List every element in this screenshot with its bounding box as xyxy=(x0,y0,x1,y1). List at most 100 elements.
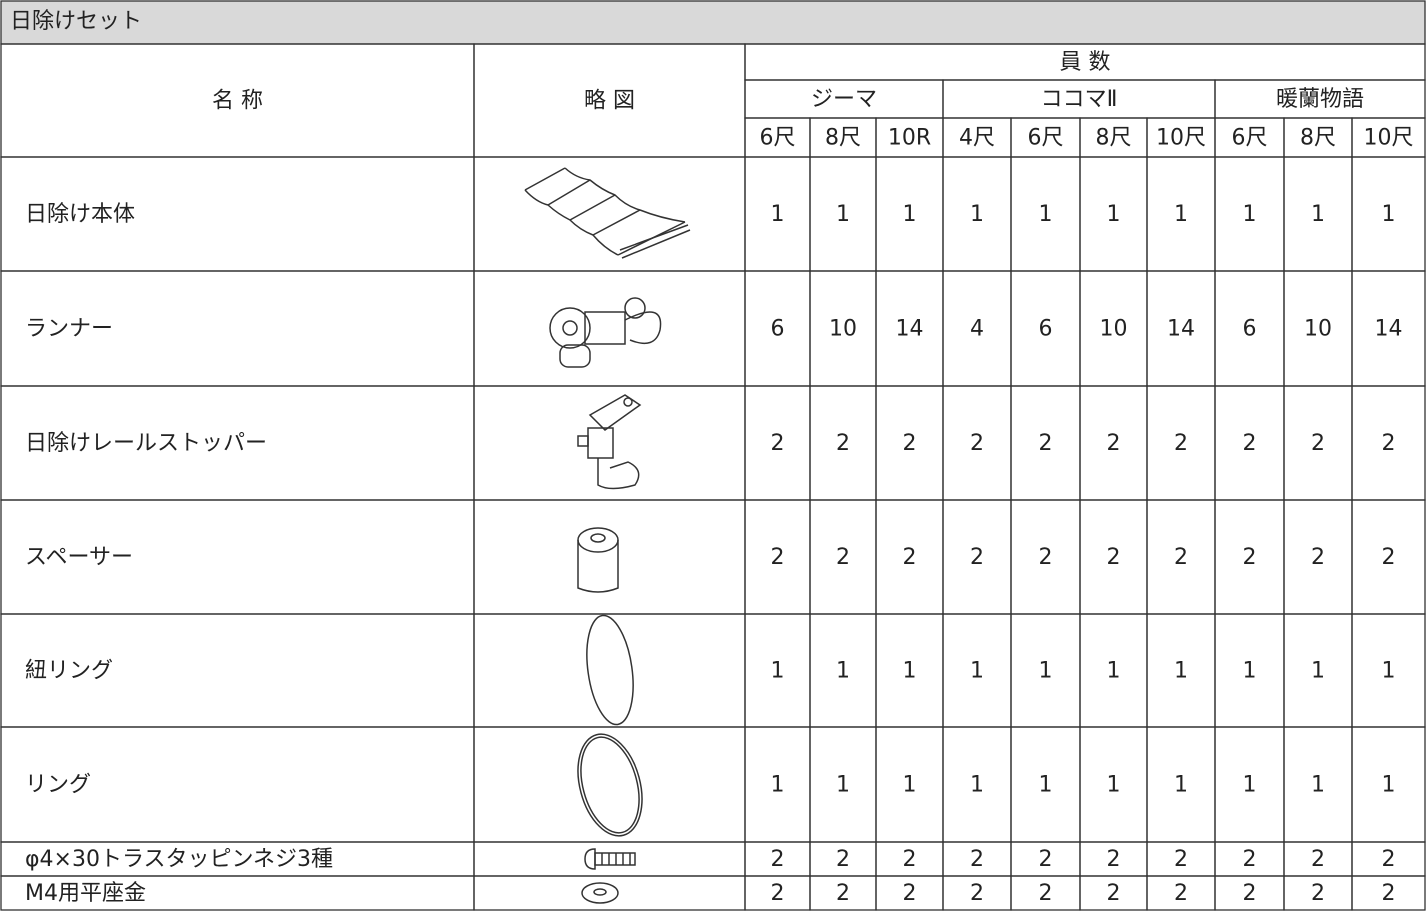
quantity: 1 xyxy=(836,202,850,227)
quantity: 2 xyxy=(1107,545,1121,570)
quantity: 2 xyxy=(1311,847,1325,872)
size-header: 6尺 xyxy=(1028,126,1064,151)
quantity: 1 xyxy=(1174,773,1188,798)
quantity: 6 xyxy=(771,317,785,342)
cell xyxy=(473,270,746,387)
part-name: リング xyxy=(25,773,91,798)
table-title: 日除けセット xyxy=(10,9,142,34)
column-header: 員 数 xyxy=(1060,50,1111,75)
quantity: 2 xyxy=(1382,881,1396,906)
quantity: 1 xyxy=(1039,659,1053,684)
quantity: 10 xyxy=(1100,317,1128,342)
quantity: 2 xyxy=(970,431,984,456)
size-header: 8尺 xyxy=(1300,126,1336,151)
quantity: 1 xyxy=(1107,202,1121,227)
quantity: 2 xyxy=(1174,881,1188,906)
quantity: 6 xyxy=(1243,317,1257,342)
quantity: 1 xyxy=(903,202,917,227)
quantity: 2 xyxy=(1039,545,1053,570)
quantity: 1 xyxy=(836,659,850,684)
quantity: 2 xyxy=(836,431,850,456)
group-header: ジーマ xyxy=(811,87,877,112)
quantity: 1 xyxy=(1243,659,1257,684)
quantity: 1 xyxy=(1243,773,1257,798)
quantity: 2 xyxy=(1174,431,1188,456)
cell xyxy=(473,499,746,615)
quantity: 1 xyxy=(1107,773,1121,798)
quantity: 2 xyxy=(1243,431,1257,456)
size-header: 6尺 xyxy=(1232,126,1268,151)
quantity: 1 xyxy=(836,773,850,798)
quantity: 14 xyxy=(1375,317,1403,342)
quantity: 2 xyxy=(836,847,850,872)
part-name: スペーサー xyxy=(25,545,133,570)
quantity: 1 xyxy=(1311,773,1325,798)
quantity: 2 xyxy=(771,545,785,570)
part-name: ランナー xyxy=(25,317,113,342)
quantity: 2 xyxy=(1107,847,1121,872)
quantity: 4 xyxy=(970,317,984,342)
quantity: 1 xyxy=(970,773,984,798)
cell xyxy=(1351,875,1426,911)
sketch-washer xyxy=(581,882,619,904)
quantity: 2 xyxy=(1382,847,1396,872)
quantity: 2 xyxy=(903,431,917,456)
quantity: 2 xyxy=(1243,881,1257,906)
quantity: 2 xyxy=(970,881,984,906)
quantity: 2 xyxy=(1382,431,1396,456)
size-header: 8尺 xyxy=(1096,126,1132,151)
quantity: 2 xyxy=(903,881,917,906)
quantity: 2 xyxy=(836,881,850,906)
quantity: 1 xyxy=(903,773,917,798)
quantity: 1 xyxy=(771,202,785,227)
quantity: 2 xyxy=(1107,881,1121,906)
quantity: 10 xyxy=(1304,317,1332,342)
part-name: φ4×30トラスタッピンネジ3種 xyxy=(25,847,333,872)
quantity: 2 xyxy=(1311,431,1325,456)
sketch-stopper xyxy=(577,394,642,490)
cell xyxy=(473,875,746,911)
quantity: 2 xyxy=(903,847,917,872)
title-bar xyxy=(0,0,1426,45)
quantity: 14 xyxy=(896,317,924,342)
quantity: 1 xyxy=(1311,659,1325,684)
quantity: 2 xyxy=(1174,847,1188,872)
quantity: 1 xyxy=(970,659,984,684)
size-header: 10尺 xyxy=(1156,126,1206,151)
quantity: 2 xyxy=(1243,545,1257,570)
sketch-ring xyxy=(577,733,643,837)
sketch-awning xyxy=(524,167,691,259)
cell xyxy=(473,156,746,272)
cell xyxy=(473,726,746,843)
sketch-spacer xyxy=(577,527,619,593)
sketches xyxy=(524,167,691,904)
part-name: 日除け本体 xyxy=(25,202,135,227)
quantity: 14 xyxy=(1167,317,1195,342)
part-name: 紐リング xyxy=(25,659,113,684)
quantity: 2 xyxy=(771,881,785,906)
quantity: 1 xyxy=(1174,202,1188,227)
quantity: 1 xyxy=(1039,773,1053,798)
column-header: 名 称 xyxy=(212,89,263,114)
quantity: 2 xyxy=(970,545,984,570)
quantity: 1 xyxy=(771,773,785,798)
quantity: 1 xyxy=(1311,202,1325,227)
quantity: 2 xyxy=(1107,431,1121,456)
group-header: 暖蘭物語 xyxy=(1276,87,1364,112)
quantity: 2 xyxy=(1311,881,1325,906)
size-header: 8尺 xyxy=(825,126,861,151)
quantity: 2 xyxy=(1039,881,1053,906)
size-header: 4尺 xyxy=(959,126,995,151)
quantity: 2 xyxy=(836,545,850,570)
quantity: 2 xyxy=(970,847,984,872)
sketch-screw xyxy=(584,848,636,870)
quantity: 1 xyxy=(1382,659,1396,684)
quantity: 1 xyxy=(1382,773,1396,798)
quantity: 2 xyxy=(771,431,785,456)
quantity: 1 xyxy=(771,659,785,684)
quantity: 1 xyxy=(903,659,917,684)
quantity: 2 xyxy=(771,847,785,872)
quantity: 1 xyxy=(1382,202,1396,227)
quantity: 2 xyxy=(1174,545,1188,570)
